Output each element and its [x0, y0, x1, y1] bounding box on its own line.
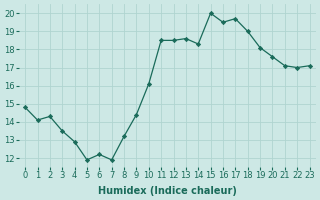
- X-axis label: Humidex (Indice chaleur): Humidex (Indice chaleur): [98, 186, 237, 196]
